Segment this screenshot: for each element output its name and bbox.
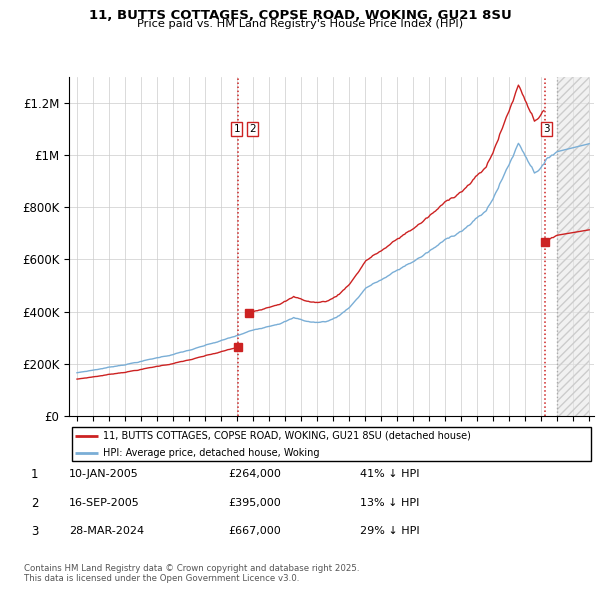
- Text: £667,000: £667,000: [228, 526, 281, 536]
- Text: 2: 2: [31, 497, 38, 510]
- Text: 11, BUTTS COTTAGES, COPSE ROAD, WOKING, GU21 8SU (detached house): 11, BUTTS COTTAGES, COPSE ROAD, WOKING, …: [103, 431, 471, 441]
- Text: 1: 1: [233, 124, 240, 134]
- FancyBboxPatch shape: [71, 427, 592, 461]
- Text: 29% ↓ HPI: 29% ↓ HPI: [360, 526, 419, 536]
- Text: 41% ↓ HPI: 41% ↓ HPI: [360, 470, 419, 479]
- Text: 13% ↓ HPI: 13% ↓ HPI: [360, 498, 419, 507]
- Text: 1: 1: [31, 468, 38, 481]
- Text: £264,000: £264,000: [228, 470, 281, 479]
- Text: 28-MAR-2024: 28-MAR-2024: [69, 526, 144, 536]
- Text: 3: 3: [31, 525, 38, 538]
- Text: HPI: Average price, detached house, Woking: HPI: Average price, detached house, Woki…: [103, 448, 320, 458]
- Text: Contains HM Land Registry data © Crown copyright and database right 2025.
This d: Contains HM Land Registry data © Crown c…: [24, 563, 359, 583]
- Text: 11, BUTTS COTTAGES, COPSE ROAD, WOKING, GU21 8SU: 11, BUTTS COTTAGES, COPSE ROAD, WOKING, …: [89, 9, 511, 22]
- Text: £395,000: £395,000: [228, 498, 281, 507]
- Text: 2: 2: [249, 124, 256, 134]
- Text: 10-JAN-2005: 10-JAN-2005: [69, 470, 139, 479]
- Text: 16-SEP-2005: 16-SEP-2005: [69, 498, 140, 507]
- Text: Price paid vs. HM Land Registry's House Price Index (HPI): Price paid vs. HM Land Registry's House …: [137, 19, 463, 30]
- Text: 3: 3: [544, 124, 550, 134]
